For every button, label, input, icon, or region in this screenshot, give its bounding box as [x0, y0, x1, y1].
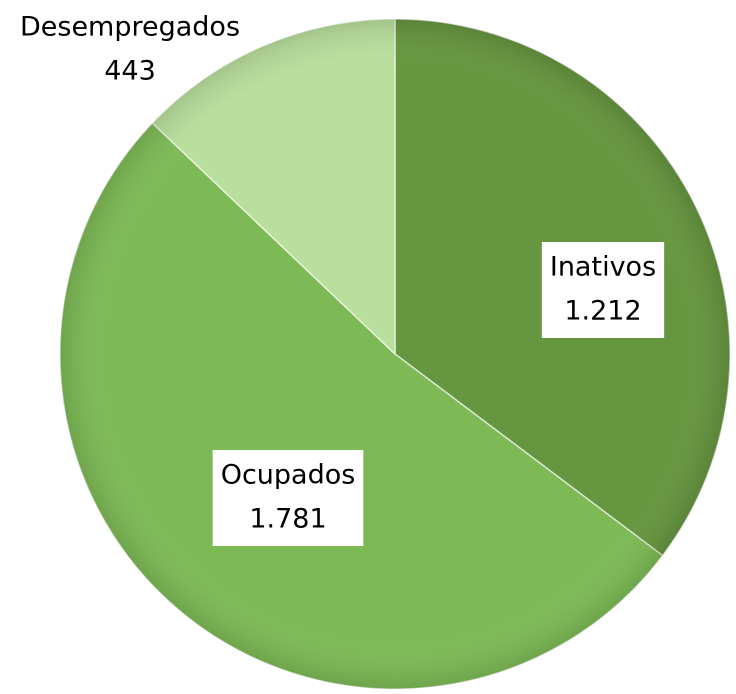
value-label: 1.781: [249, 504, 326, 535]
category-label: Desempregados: [20, 12, 240, 43]
value-label: 443: [104, 56, 156, 87]
label-box: [212, 450, 364, 546]
category-label: Inativos: [550, 252, 656, 283]
value-label: 1.212: [564, 296, 641, 327]
label-box: [541, 242, 665, 338]
data-label: Desempregados 443: [20, 12, 240, 87]
data-label: Inativos 1.212: [541, 242, 665, 338]
data-label: Ocupados 1.781: [212, 450, 364, 546]
category-label: Ocupados: [221, 460, 356, 491]
